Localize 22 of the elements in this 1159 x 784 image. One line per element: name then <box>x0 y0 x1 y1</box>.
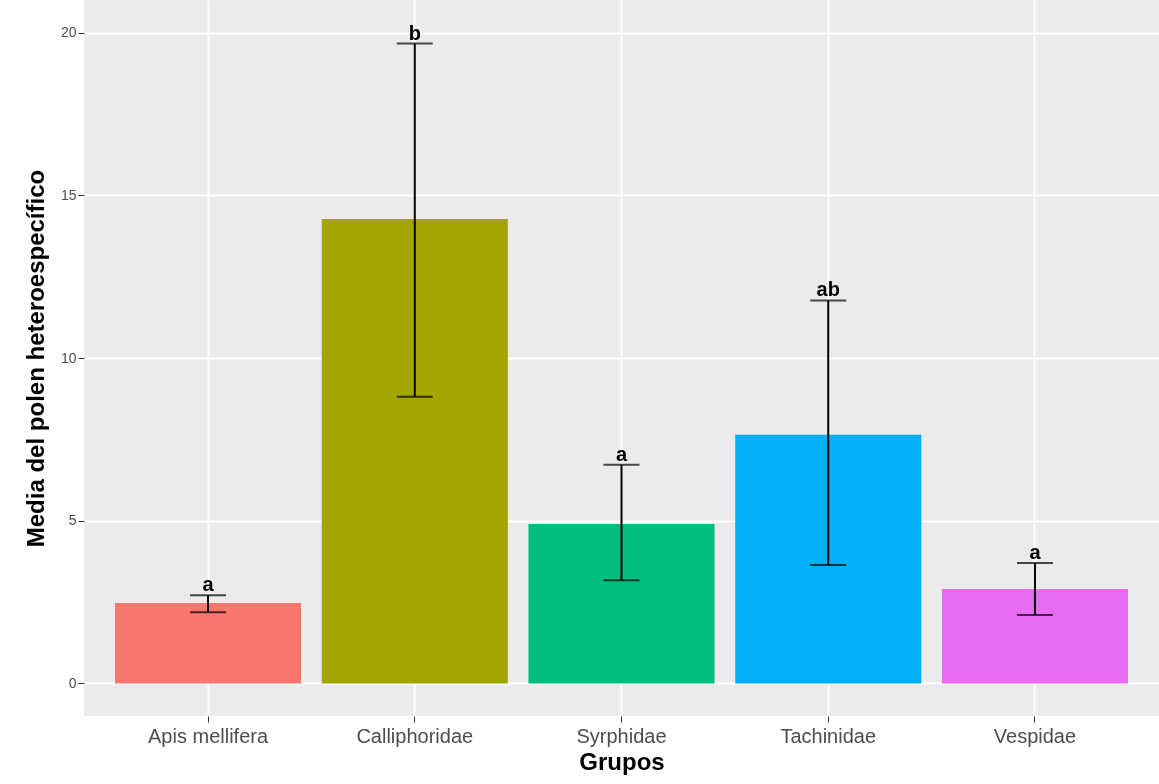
bar <box>321 219 508 684</box>
annotation: a <box>1029 541 1042 564</box>
bar <box>528 523 715 684</box>
annotation: a <box>615 442 628 465</box>
x-tick-label: Syrphidae <box>576 724 667 747</box>
bar <box>735 434 922 684</box>
y-axis-title: Media del polen heteroespecífico <box>21 169 49 548</box>
x-tick-label: Tachinidae <box>780 724 877 747</box>
y-tick-label: 5 <box>68 512 77 529</box>
x-axis-title: Grupos <box>579 747 665 775</box>
x-tick-label: Apis mellifera <box>148 724 269 747</box>
annotation: a <box>202 573 215 596</box>
annotation: b <box>408 21 421 44</box>
x-tick-label: Vespidae <box>993 724 1077 747</box>
bar <box>941 589 1128 684</box>
y-tick-label: 0 <box>68 674 77 691</box>
y-tick-label: 20 <box>60 24 77 41</box>
y-tick-label: 15 <box>60 186 77 203</box>
x-tick-label: Calliphoridae <box>356 724 474 747</box>
bar <box>115 603 302 684</box>
annotation: ab <box>816 278 840 301</box>
y-tick-label: 10 <box>60 349 77 366</box>
